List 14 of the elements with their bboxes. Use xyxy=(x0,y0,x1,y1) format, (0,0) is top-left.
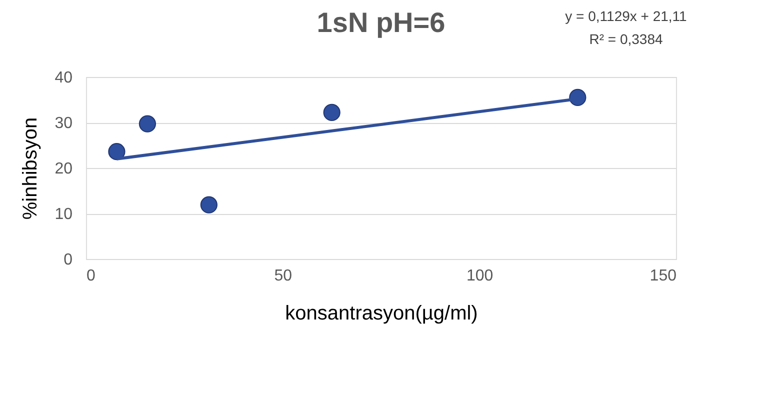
y-tick-label: 10 xyxy=(54,206,73,223)
y-tick-label: 20 xyxy=(54,160,73,178)
x-tick-label: 0 xyxy=(86,268,96,284)
y-axis-title: %inhibsyon xyxy=(20,117,42,220)
y-tick-label: 30 xyxy=(54,115,73,132)
y-tick-label: 40 xyxy=(54,70,73,86)
y-tick-label: 0 xyxy=(64,252,73,268)
x-axis-title: konsantrasyon(µg/ml) xyxy=(285,302,478,324)
x-tick-label: 100 xyxy=(466,268,494,284)
chart-title: 1sN pH=6 xyxy=(316,7,446,38)
x-tick-label: 50 xyxy=(274,268,292,284)
x-tick-label: 150 xyxy=(650,268,677,284)
text: R² = 0,3384 xyxy=(589,31,663,47)
text: y = 0,1129x + 21,11 xyxy=(565,8,688,24)
